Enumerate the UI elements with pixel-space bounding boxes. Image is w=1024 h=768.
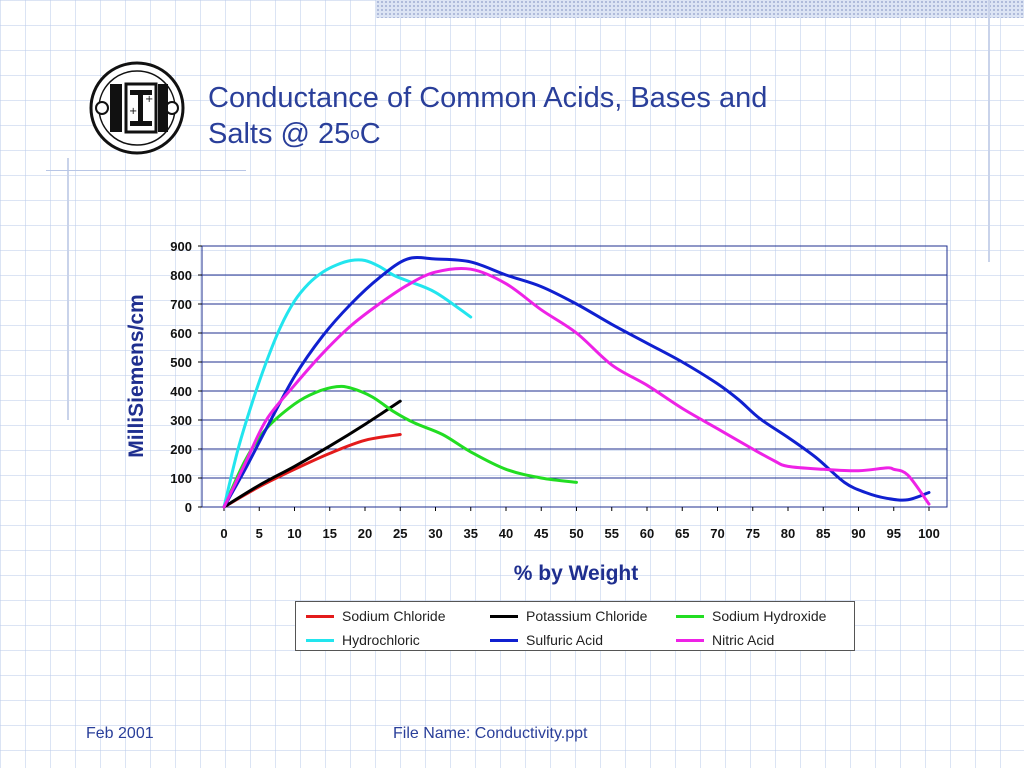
- legend-swatch: [306, 615, 334, 618]
- footer-date: Feb 2001: [86, 725, 154, 742]
- legend-swatch: [306, 639, 334, 642]
- decorative-vertical-line-left: [67, 158, 69, 420]
- y-tick-label: 800: [170, 268, 192, 283]
- x-tick-label: 55: [605, 526, 619, 541]
- x-tick-label: 20: [358, 526, 372, 541]
- y-axis-label: MilliSiemens/cm: [125, 294, 148, 457]
- legend-swatch: [676, 615, 704, 618]
- series-line-potassium-chloride: [222, 399, 402, 509]
- y-tick-label: 600: [170, 326, 192, 341]
- svg-text:+: +: [129, 106, 137, 117]
- isi-logo: + +: [88, 60, 188, 158]
- y-tick-label: 100: [170, 471, 192, 486]
- x-tick-label: 40: [499, 526, 513, 541]
- title-degree-superscript: o: [350, 124, 360, 143]
- title-unit: C: [359, 118, 381, 150]
- legend-label: Sulfuric Acid: [526, 632, 604, 648]
- x-tick-label: 50: [569, 526, 583, 541]
- x-tick-label: 90: [851, 526, 865, 541]
- x-tick-label: 5: [256, 526, 263, 541]
- title-line-2: Salts @ 25: [208, 118, 351, 150]
- y-tick-label: 200: [170, 442, 192, 457]
- x-tick-label: 30: [428, 526, 442, 541]
- legend-swatch: [676, 639, 704, 642]
- x-tick-label: 0: [220, 526, 227, 541]
- chart-legend: Sodium Chloride Potassium Chloride Sodium …: [295, 601, 855, 651]
- legend-label: Nitric Acid: [712, 632, 775, 648]
- slide-title: Conductance of Common Acids, Bases and S…: [208, 80, 908, 156]
- legend-label: Sodium Chloride: [342, 608, 446, 624]
- footer-filename: File Name: Conductivity.ppt: [393, 725, 588, 742]
- legend-swatch: [490, 639, 518, 642]
- x-tick-label: 75: [746, 526, 760, 541]
- x-axis-label: % by Weight: [514, 562, 638, 585]
- title-line-1: Conductance of Common Acids, Bases and: [208, 82, 768, 114]
- series-line-hydrochloric: [222, 258, 473, 509]
- x-tick-label: 80: [781, 526, 795, 541]
- y-tick-label: 700: [170, 297, 192, 312]
- x-tick-label: 100: [918, 526, 940, 541]
- x-tick-label: 60: [640, 526, 654, 541]
- x-tick-label: 35: [464, 526, 478, 541]
- legend-label: Hydrochloric: [342, 632, 420, 648]
- x-tick-label: 15: [323, 526, 337, 541]
- y-tick-label: 300: [170, 413, 192, 428]
- series-line-sulfuric-acid: [222, 256, 931, 509]
- x-tick-label: 85: [816, 526, 830, 541]
- x-tick-label: 95: [887, 526, 901, 541]
- series-line-sodium-chloride: [222, 433, 402, 509]
- x-tick-label: 10: [287, 526, 301, 541]
- top-decorative-band: [376, 0, 1024, 18]
- decorative-horizontal-line: [46, 170, 246, 171]
- x-tick-label: 65: [675, 526, 689, 541]
- series-line-nitric-acid: [222, 266, 931, 509]
- legend-swatch: [490, 615, 518, 618]
- x-tick-label: 25: [393, 526, 407, 541]
- svg-text:+: +: [145, 94, 153, 105]
- legend-label: Potassium Chloride: [526, 608, 648, 624]
- x-tick-label: 70: [710, 526, 724, 541]
- plot-area: [201, 245, 948, 508]
- series-line-sodium-hydroxide: [222, 384, 578, 509]
- y-tick-label: 0: [185, 500, 192, 515]
- decorative-vertical-line-right: [988, 0, 990, 262]
- legend-label: Sodium Hydroxide: [712, 608, 827, 624]
- y-tick-label: 400: [170, 384, 192, 399]
- x-tick-label: 45: [534, 526, 548, 541]
- y-tick-label: 900: [170, 239, 192, 254]
- y-tick-label: 500: [170, 355, 192, 370]
